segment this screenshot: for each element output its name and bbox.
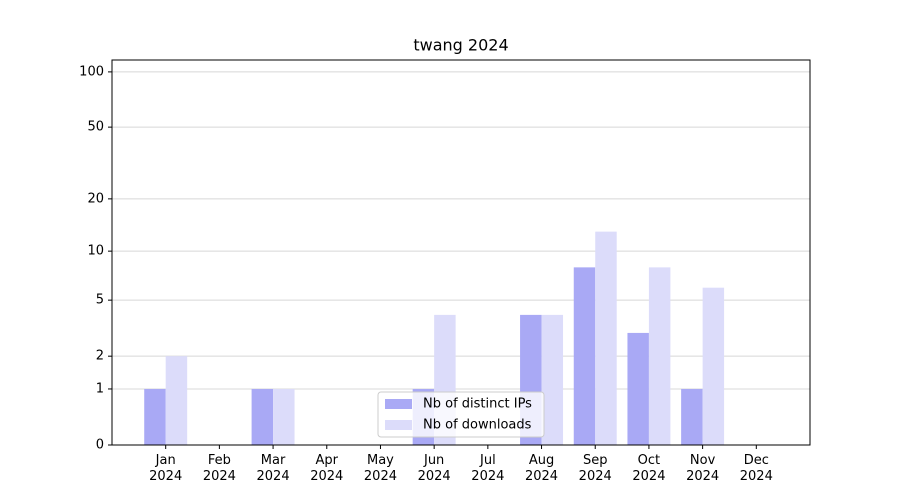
y-tick-label: 50 xyxy=(87,120,104,135)
bar xyxy=(165,356,188,445)
y-tick-label: 0 xyxy=(96,438,104,453)
legend-swatch xyxy=(385,420,412,430)
bar xyxy=(144,388,166,445)
legend-label: Nb of distinct IPs xyxy=(423,397,532,412)
x-tick-label: Aug 2024 xyxy=(524,453,559,484)
y-tick-label: 20 xyxy=(87,191,104,206)
x-tick-label: Mar 2024 xyxy=(256,453,290,484)
x-tick-label: Feb 2024 xyxy=(202,453,236,484)
axes-frame xyxy=(111,59,811,446)
bar xyxy=(541,314,564,445)
bar xyxy=(627,332,649,445)
legend-swatch xyxy=(385,399,412,409)
y-tick-label: 1 xyxy=(96,381,104,396)
x-tick-label: Apr 2024 xyxy=(310,453,344,484)
x-tick-label: Jul 2024 xyxy=(471,453,505,484)
bar xyxy=(702,287,725,445)
x-tick-label: Jan 2024 xyxy=(149,453,183,484)
legend-label: Nb of downloads xyxy=(423,418,532,433)
chart-title: twang 2024 xyxy=(413,36,508,55)
x-tick-label: May 2024 xyxy=(363,453,397,484)
bar xyxy=(681,388,703,445)
bar xyxy=(573,267,596,445)
x-tick-label: Oct 2024 xyxy=(632,453,666,484)
y-tick-label: 5 xyxy=(96,293,104,308)
x-tick-label: Jun 2024 xyxy=(417,453,451,484)
x-tick-label: Sep 2024 xyxy=(578,453,612,484)
bar xyxy=(273,388,295,445)
x-tick-label: Dec 2024 xyxy=(739,453,773,484)
y-tick-label: 10 xyxy=(87,244,104,259)
legend-box xyxy=(377,391,545,438)
bar xyxy=(251,388,274,445)
bar xyxy=(595,231,617,445)
x-tick-label: Nov 2024 xyxy=(686,453,720,484)
bar xyxy=(648,267,671,445)
legend: Nb of distinct IPs Nb of downloads xyxy=(377,391,545,438)
y-tick-label: 100 xyxy=(79,64,104,79)
y-tick-label: 2 xyxy=(96,349,104,364)
